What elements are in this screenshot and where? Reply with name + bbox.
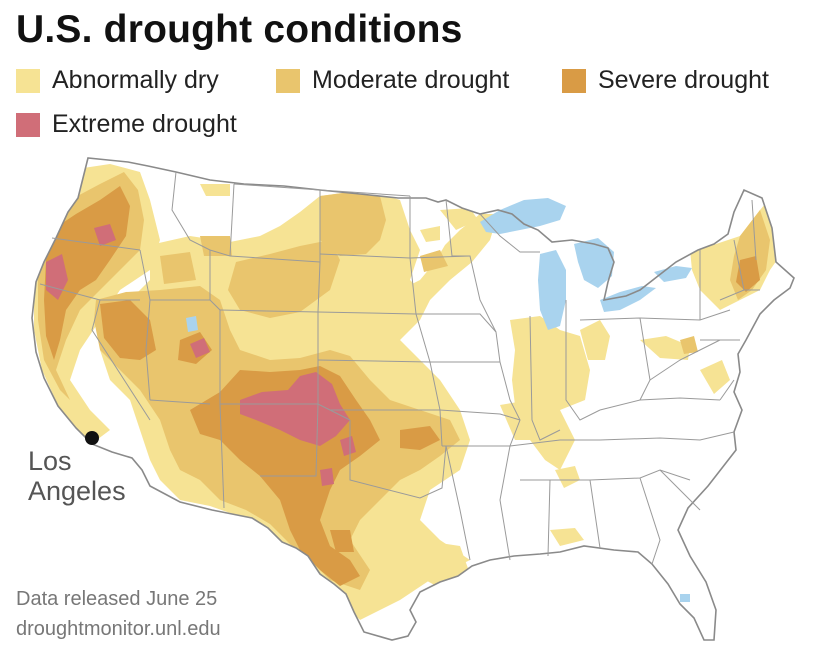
extreme-drought-areas <box>46 224 356 486</box>
source-note: Data released June 25 droughtmonitor.unl… <box>16 584 221 644</box>
los-angeles-label: Los Angeles <box>28 446 158 506</box>
legend-swatch-abnormally-dry <box>16 68 40 93</box>
legend-item-severe-drought: Severe drought <box>562 66 769 95</box>
legend-item-moderate-drought: Moderate drought <box>276 66 509 95</box>
great-salt-lake <box>186 316 198 332</box>
legend-swatch-severe-drought <box>562 68 586 93</box>
legend-label-abnormally-dry: Abnormally dry <box>52 66 219 94</box>
lake-huron <box>574 238 614 288</box>
water-bodies <box>186 198 692 602</box>
lake-okeechobee <box>680 594 690 602</box>
legend-item-abnormally-dry: Abnormally dry <box>16 66 219 95</box>
lake-superior <box>480 198 566 234</box>
state-borders <box>39 171 760 565</box>
lake-erie <box>600 286 656 312</box>
legend-swatch-moderate-drought <box>276 68 300 93</box>
city-name-line1: Los <box>28 446 72 476</box>
drought-map <box>0 140 840 665</box>
legend-swatch-extreme-drought <box>16 112 40 137</box>
drought-layer <box>34 164 784 620</box>
map-title: U.S. drought conditions <box>16 8 463 51</box>
source-url: droughtmonitor.unl.edu <box>16 618 221 640</box>
legend-label-moderate-drought: Moderate drought <box>312 66 510 94</box>
city-name-line2: Angeles <box>28 476 126 506</box>
legend-label-severe-drought: Severe drought <box>598 66 769 94</box>
lake-michigan <box>538 250 566 330</box>
legend-item-extreme-drought: Extreme drought <box>16 110 237 139</box>
us-map-svg <box>31 157 795 641</box>
release-date: Data released June 25 <box>16 588 218 610</box>
los-angeles-marker <box>85 431 99 445</box>
legend-label-extreme-drought: Extreme drought <box>52 110 237 138</box>
lake-ontario <box>654 266 692 282</box>
